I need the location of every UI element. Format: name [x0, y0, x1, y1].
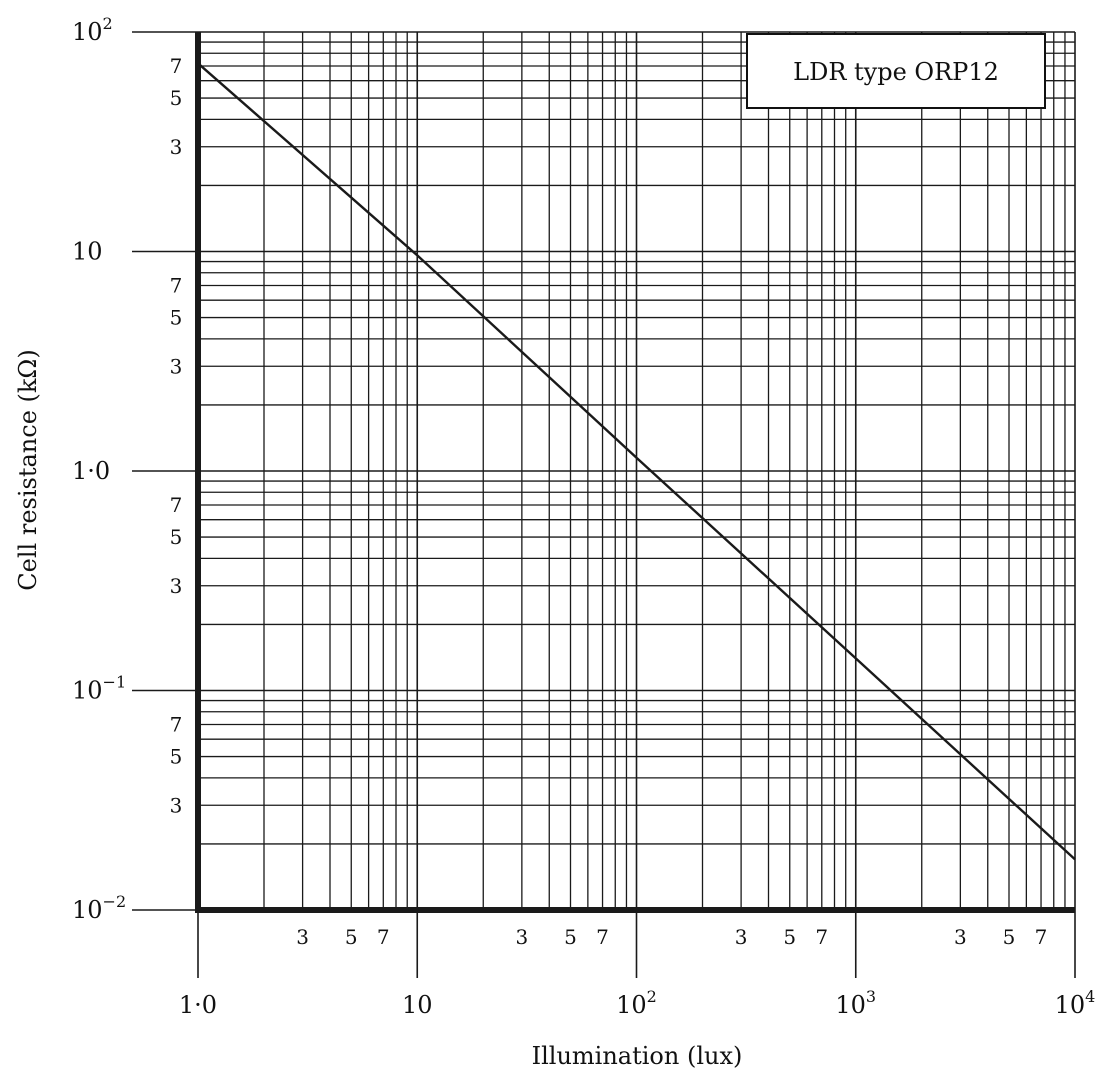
y-axis-labels: 102 10 1·0 10−1 10−2 7 5 3 7 5 3 7 5 3 7 5 3	[72, 14, 182, 924]
x-major-tick-label: 1·0	[179, 991, 217, 1019]
y-axis-title: Cell resistance (kΩ)	[14, 349, 42, 590]
x-minor-tick-label: 3	[515, 925, 528, 949]
y-major-tick-label: 1·0	[72, 457, 110, 485]
y-minor-tick-label: 5	[170, 745, 183, 769]
series-line	[197, 62, 1076, 861]
x-minor-tick-label: 7	[815, 925, 828, 949]
x-minor-tick-label: 3	[735, 925, 748, 949]
x-major-tick-label: 102	[616, 987, 657, 1019]
legend-text: LDR type ORP12	[793, 58, 999, 86]
y-minor-tick-label: 3	[170, 793, 183, 817]
y-minor-tick-label: 3	[170, 354, 183, 378]
y-minor-tick-label: 7	[170, 274, 183, 298]
x-major-tick-label: 103	[835, 987, 876, 1019]
x-minor-tick-label: 5	[1003, 925, 1016, 949]
y-minor-tick-label: 5	[170, 306, 183, 330]
y-minor-tick-label: 3	[170, 574, 183, 598]
series-layer	[197, 62, 1076, 861]
plot-frame	[195, 32, 1075, 913]
x-minor-tick-label: 3	[954, 925, 967, 949]
y-major-tick-label: 10−2	[72, 892, 126, 924]
y-minor-tick-label: 5	[170, 525, 183, 549]
grid	[132, 31, 1076, 978]
x-major-tick-label: 10	[402, 991, 433, 1019]
x-minor-tick-label: 7	[596, 925, 609, 949]
x-axis-title: Illumination (lux)	[532, 1042, 743, 1070]
legend: LDR type ORP12	[746, 33, 1046, 109]
legend-box	[746, 33, 1046, 109]
y-major-tick-label: 102	[72, 14, 113, 46]
y-minor-tick-label: 5	[170, 86, 183, 110]
y-minor-tick-label: 3	[170, 135, 183, 159]
x-minor-tick-label: 7	[377, 925, 390, 949]
x-minor-tick-label: 5	[783, 925, 796, 949]
y-major-tick-label: 10	[72, 238, 103, 266]
x-major-tick-label: 104	[1055, 987, 1096, 1019]
y-major-tick-label: 10−1	[72, 673, 126, 705]
x-minor-tick-label: 5	[345, 925, 358, 949]
y-minor-tick-label: 7	[170, 54, 183, 78]
x-minor-tick-label: 5	[564, 925, 577, 949]
x-minor-tick-label: 3	[296, 925, 309, 949]
y-minor-tick-label: 7	[170, 713, 183, 737]
x-minor-tick-label: 7	[1035, 925, 1048, 949]
y-minor-tick-label: 7	[170, 493, 183, 517]
